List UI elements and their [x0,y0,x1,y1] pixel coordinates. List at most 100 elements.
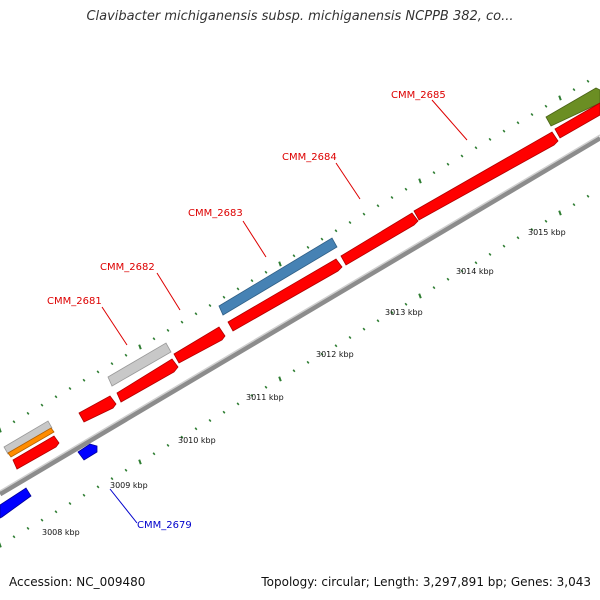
upper-tick [586,79,590,83]
feature-highlight-blue[interactable] [218,237,338,316]
upper-tick [544,104,548,108]
scale-label-3009: 3009 kbp [110,481,148,490]
cds-forward-3[interactable] [116,358,179,403]
lower-tick [138,459,142,465]
lower-tick [68,502,72,505]
lower-tick [516,236,520,240]
lower-tick [54,510,58,514]
gene-label-cmm-2679[interactable]: CMM_2679 [137,520,192,531]
upper-tick [264,270,268,274]
cds-forward-cmm-2685[interactable] [413,131,559,221]
gene-label-cmm-2682[interactable]: CMM_2682 [100,262,155,273]
upper-tick [432,171,436,175]
label-leader-lines [101,99,468,524]
upper-tick [320,237,324,241]
gene-label-cmm-2685[interactable]: CMM_2685 [391,90,446,101]
feature-grey-1[interactable] [3,420,53,455]
feature-grey-2[interactable] [107,342,172,387]
lower-tick [474,261,478,265]
lower-tick [432,286,436,290]
upper-tick [278,261,282,267]
gene-label-cmm-2681[interactable]: CMM_2681 [47,296,102,307]
scale-label-3012: 3012 kbp [316,350,354,359]
leader-cmm-2685 [431,99,468,141]
lower-tick [26,526,30,530]
lower-tick [96,485,100,489]
scale-label-3015: 3015 kbp [528,228,566,237]
leader-cmm-2679 [109,488,138,524]
scale-label-3014: 3014 kbp [456,267,494,276]
lower-tick [544,219,548,223]
upper-tick [124,353,128,357]
lower-tick [572,203,576,207]
upper-tick [40,403,44,407]
cds-forward-right-edge[interactable] [554,102,600,139]
feature-olive[interactable] [545,87,600,127]
upper-tick-track [0,79,590,433]
lower-tick [376,319,380,323]
lower-tick [320,352,324,356]
scale-label-3010: 3010 kbp [178,436,216,445]
upper-tick [208,304,212,307]
cds-forward-1[interactable] [12,435,60,470]
gene-label-cmm-2684[interactable]: CMM_2684 [282,152,337,163]
upper-tick [334,229,338,233]
lower-tick [530,228,534,231]
lower-tick [418,293,422,299]
lower-tick [586,194,590,198]
cds-forward-2[interactable] [78,395,117,423]
lower-tick [12,535,16,539]
lower-tick [502,244,506,248]
leader-cmm-2684 [335,162,361,200]
upper-tick [26,411,30,415]
upper-tick [502,129,506,133]
lower-tick [152,452,156,456]
upper-tick [138,344,142,350]
upper-tick [390,196,394,199]
upper-tick [222,295,226,299]
upper-tick [82,378,86,382]
lower-tick [404,302,408,306]
lower-tick [0,542,2,548]
cds-forward-4[interactable] [173,326,226,364]
upper-tick [348,221,352,224]
leader-cmm-2682 [156,272,181,311]
cds-reverse-small[interactable] [77,443,98,461]
lower-tick [166,443,170,447]
lower-tick [348,336,352,339]
scale-label-3008: 3008 kbp [42,528,80,537]
upper-tick [488,137,492,141]
lower-tick [362,327,366,331]
upper-tick [54,395,58,399]
upper-tick [194,312,198,316]
upper-tick [362,212,366,216]
upper-tick [166,328,170,332]
upper-tick [96,370,100,374]
cds-reverse-cmm-2679[interactable] [0,487,32,519]
feature-orange[interactable] [7,427,55,458]
lower-tick [278,376,282,382]
upper-tick [376,204,380,208]
upper-tick [460,154,464,158]
upper-tick [530,113,534,116]
upper-tick [68,387,72,390]
lower-tick [208,419,212,422]
upper-tick [152,337,156,341]
lower-tick [460,269,464,273]
upper-tick [110,362,114,366]
lower-tick [40,518,44,522]
scale-label-3013: 3013 kbp [385,308,423,317]
lower-tick [194,427,198,431]
lower-tick [292,369,296,373]
lower-tick [236,402,240,406]
gene-label-cmm-2683[interactable]: CMM_2683 [188,208,243,219]
lower-tick [222,410,226,414]
lower-tick [250,394,254,398]
lower-tick [180,435,184,439]
scale-label-3011: 3011 kbp [246,393,284,402]
upper-tick [516,121,520,125]
lower-tick [390,311,394,314]
cds-forward-cmm-2684[interactable] [340,212,419,266]
cds-forward-cmm-2683[interactable] [227,258,343,332]
